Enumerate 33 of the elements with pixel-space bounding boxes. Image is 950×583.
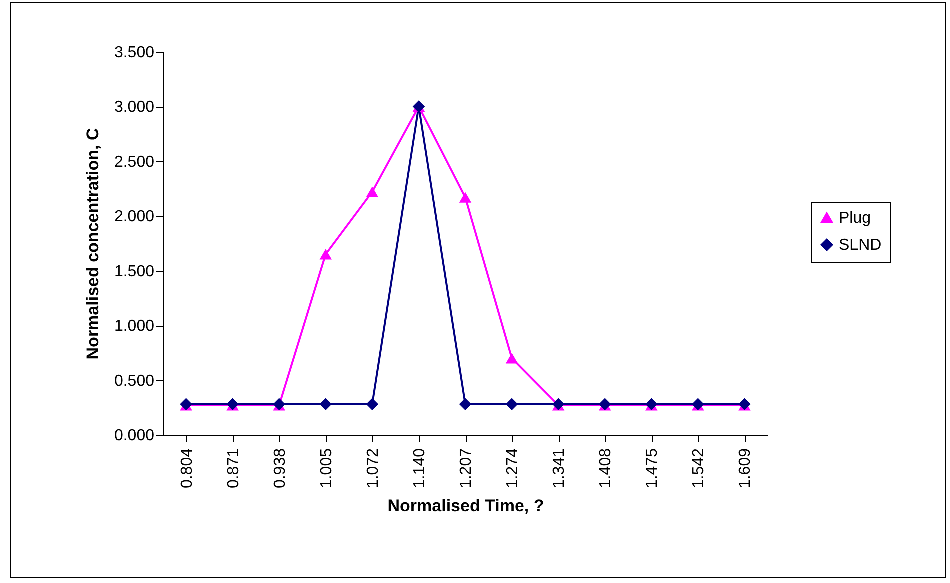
y-tick-label: 2.000 — [114, 208, 155, 226]
point — [320, 249, 332, 260]
y-tick-label: 2.500 — [114, 154, 155, 171]
y-tick-label: 1.000 — [114, 318, 155, 336]
y-tick-label: 1.500 — [114, 263, 155, 280]
y-tick-label: 0.500 — [114, 372, 155, 390]
x-tick-label: 1.005 — [318, 448, 336, 489]
point — [320, 398, 332, 410]
legend-label: SLND — [839, 237, 882, 254]
x-tick-label: 1.408 — [598, 448, 615, 489]
point — [366, 398, 379, 410]
y-tick-label: 3.500 — [114, 44, 155, 62]
x-axis-title: Normalised Time, ? — [388, 496, 544, 516]
x-tick-label: 0.938 — [272, 448, 289, 489]
point — [506, 353, 518, 364]
x-tick-label: 1.207 — [458, 448, 475, 489]
point — [459, 192, 472, 203]
x-tick-label: 1.140 — [411, 448, 428, 489]
x-tick-label: 1.609 — [737, 448, 754, 489]
y-axis-title: Normalised concentration, C — [83, 128, 102, 360]
x-tick-label: 1.475 — [644, 448, 662, 489]
point — [506, 398, 518, 410]
x-tick-label: 0.871 — [225, 448, 242, 489]
y-tick-label: 3.000 — [114, 99, 155, 116]
x-tick-label: 0.804 — [178, 448, 196, 489]
x-tick-label: 1.341 — [551, 448, 568, 489]
x-tick-label: 1.072 — [364, 448, 382, 489]
y-tick-label: 0.000 — [114, 428, 155, 444]
x-tick-label: 1.274 — [504, 448, 522, 489]
point — [366, 186, 379, 198]
legend-label: Plug — [839, 210, 872, 227]
x-tick-label: 1.542 — [690, 448, 708, 489]
point — [459, 398, 472, 410]
